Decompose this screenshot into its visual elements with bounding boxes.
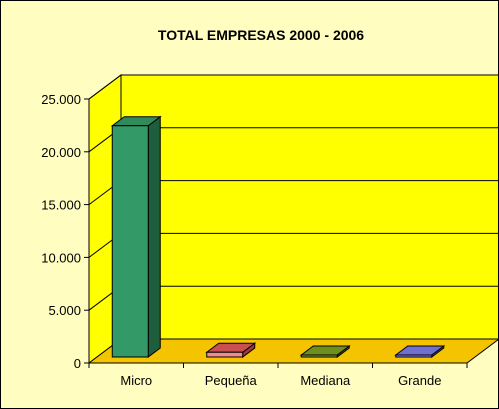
y-tick-label: 0	[74, 356, 81, 371]
bar-side-micro	[147, 115, 161, 358]
chart-title: TOTAL EMPRESAS 2000 - 2006	[158, 27, 364, 43]
x-tick-label: Mediana	[300, 373, 351, 388]
bar-grande	[395, 354, 433, 358]
x-tick-label: Pequeña	[205, 373, 258, 388]
x-tick-label: Grande	[398, 373, 441, 388]
y-tick-label: 25.000	[41, 92, 81, 107]
plot-area: 0 5.000 10.000 15.000 20.000 25.000 Micro Peque…	[41, 74, 498, 388]
bar-mediana	[300, 354, 338, 358]
y-tick-label: 10.000	[41, 250, 81, 265]
y-tick-label: 20.000	[41, 145, 81, 160]
bar-micro	[111, 125, 149, 358]
bar-pequeña	[206, 351, 244, 358]
y-tick-label: 15.000	[41, 198, 81, 213]
y-tick-label: 5.000	[48, 303, 81, 318]
x-tick-label: Micro	[120, 373, 152, 388]
gridline-side	[88, 74, 122, 100]
back-wall	[120, 74, 498, 340]
